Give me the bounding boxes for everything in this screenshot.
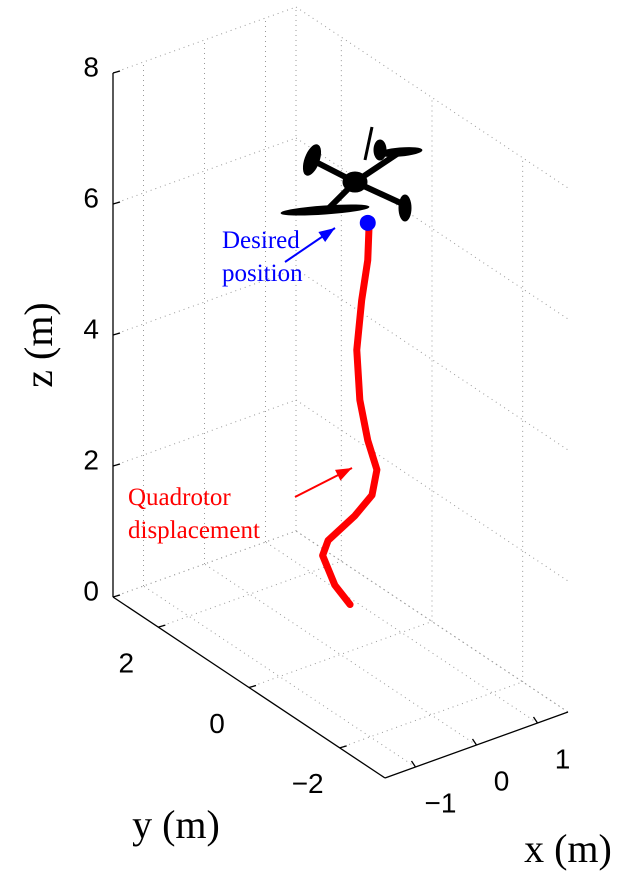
y-tick-label: 0 (209, 708, 225, 739)
z-tick-label: 6 (83, 182, 99, 213)
z-tick-label: 8 (83, 51, 99, 82)
grid-line (248, 621, 433, 688)
tick-mark (112, 332, 121, 336)
z-tick-label: 0 (83, 575, 99, 606)
grid-line (295, 137, 569, 320)
annotation: Quadrotor (128, 484, 231, 511)
trajectory (319, 224, 381, 609)
tick-mark (112, 201, 121, 205)
annotation-arrowhead (335, 468, 352, 481)
grid-line (112, 137, 297, 205)
y-tick-label: −2 (292, 768, 324, 799)
tick-mark (248, 684, 257, 689)
z-axis-label: z (m) (16, 302, 61, 388)
annotation: position (222, 260, 303, 287)
x-axis-label: x (m) (524, 826, 612, 871)
annotation: displacement (128, 517, 260, 544)
annotation-arrowhead (318, 228, 335, 242)
grid-line (265, 541, 538, 724)
x-tick-label: 1 (555, 743, 571, 774)
annotation: Desired (222, 227, 300, 254)
z-tick-label: 4 (83, 313, 99, 344)
y-tick-label: 2 (119, 648, 135, 679)
desired-position (359, 214, 376, 231)
tick-mark (532, 716, 539, 724)
tick-mark (471, 738, 478, 746)
tick-mark (112, 463, 121, 467)
x-tick-label: −1 (425, 787, 457, 818)
quadrotor-icon (280, 126, 423, 222)
tick-mark (158, 624, 166, 628)
grid-line (143, 585, 416, 768)
tick-mark (339, 745, 347, 749)
tick-mark (112, 594, 121, 598)
z-tick-label: 2 (83, 444, 99, 475)
tick-mark (410, 760, 417, 768)
x-tick-label: 0 (494, 765, 510, 796)
tick-mark (112, 70, 121, 74)
y-axis-label: y (m) (132, 802, 220, 847)
grid-line (158, 560, 342, 628)
